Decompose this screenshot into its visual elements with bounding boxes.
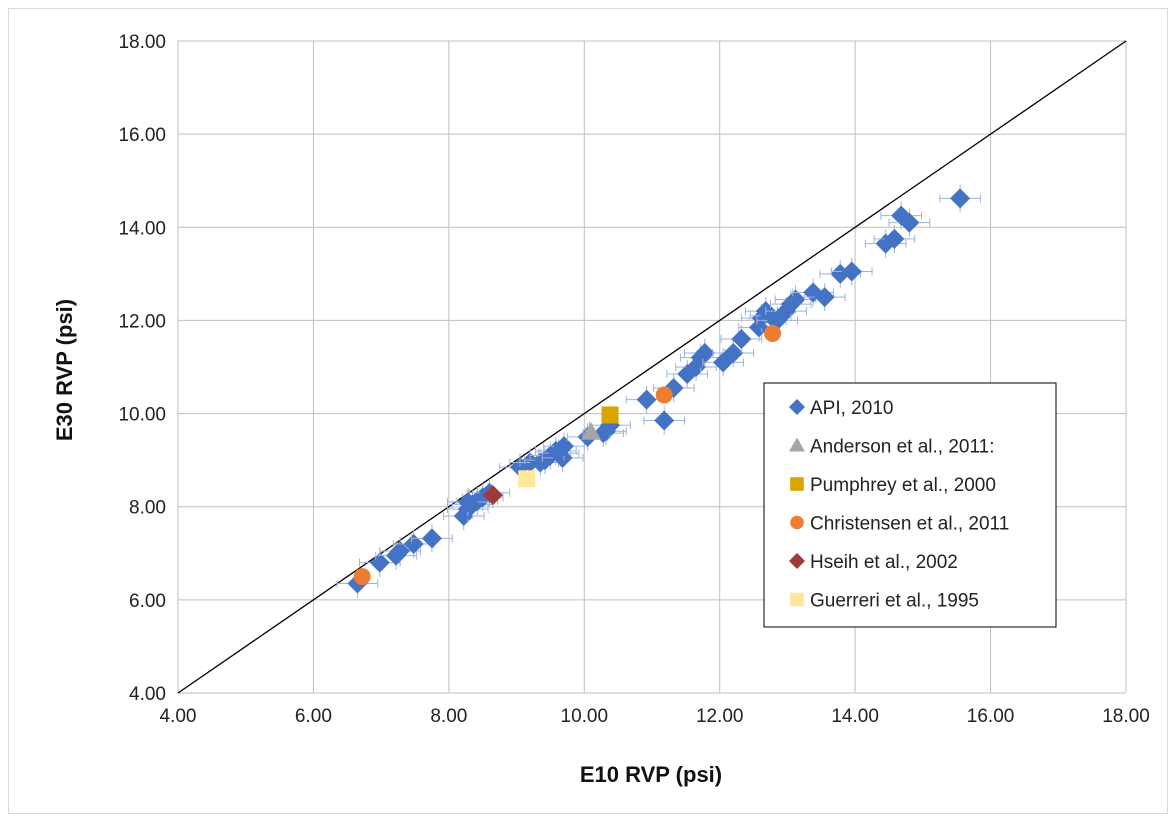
y-axis-title: E30 RVP (psi) [52, 299, 77, 441]
data-point [814, 287, 835, 308]
data-point [841, 261, 862, 282]
data-point [457, 492, 478, 513]
x-tick-label: 10.00 [561, 706, 609, 727]
x-tick-label: 6.00 [295, 706, 332, 727]
data-point [518, 470, 536, 488]
y-tick-label: 8.00 [129, 498, 166, 519]
data-point [390, 540, 411, 561]
data-point [950, 188, 971, 209]
data-point [899, 212, 920, 233]
x-tick-label: 14.00 [831, 706, 879, 727]
data-point [581, 422, 602, 440]
legend-label: Anderson et al., 2011: [810, 437, 995, 458]
x-axis-title: E10 RVP (psi) [580, 762, 722, 787]
legend-label: Guerreri et al., 1995 [810, 591, 979, 612]
legend-box [763, 382, 1057, 628]
reference-line-layer [177, 40, 1127, 694]
x-tick-label: 18.00 [1102, 706, 1150, 727]
data-point [369, 552, 390, 573]
data-point [552, 447, 573, 468]
data-points-layer [336, 184, 981, 598]
data-point [723, 343, 744, 364]
data-point [636, 389, 657, 410]
legend: API, 2010 Anderson et al., 2011: Pumphrey … [763, 382, 1057, 628]
one-to-one-reference-line [177, 40, 1127, 694]
data-point [785, 289, 806, 310]
y-tick-label: 10.00 [118, 405, 166, 426]
legend-marker [789, 553, 805, 569]
data-point [601, 406, 619, 424]
series-4 [482, 485, 503, 506]
legend-marker [790, 477, 804, 491]
x-tick-label: 12.00 [696, 706, 744, 727]
axis-tick-labels: 4.00 6.00 8.00 10.00 12.00 14.00 16.00 18.00 4.0… [118, 32, 1149, 727]
data-point [694, 343, 715, 364]
data-point [654, 410, 675, 431]
data-point [764, 324, 782, 342]
series-5 [518, 470, 536, 488]
series-3 [353, 324, 782, 586]
y-tick-label: 4.00 [129, 684, 166, 705]
series-0 [336, 184, 981, 598]
data-point [884, 228, 905, 249]
data-point [403, 533, 424, 554]
data-point [553, 436, 574, 457]
legend-label: API, 2010 [810, 398, 893, 419]
data-point [482, 485, 503, 506]
x-tick-label: 16.00 [967, 706, 1015, 727]
legend-marker [789, 437, 805, 452]
series-2 [601, 406, 619, 424]
x-tick-label: 8.00 [430, 706, 467, 727]
data-point [655, 386, 673, 404]
x-tick-label: 4.00 [160, 706, 197, 727]
y-tick-label: 14.00 [118, 218, 166, 239]
y-tick-label: 18.00 [118, 32, 166, 53]
series-1 [581, 422, 602, 440]
data-point [353, 568, 371, 586]
y-tick-label: 12.00 [118, 311, 166, 332]
y-tick-label: 16.00 [118, 125, 166, 146]
legend-label: Christensen et al., 2011 [810, 514, 1009, 535]
data-point [421, 528, 442, 549]
y-tick-label: 6.00 [129, 591, 166, 612]
legend-label: Pumphrey et al., 2000 [810, 475, 996, 496]
legend-label: Hseih et al., 2002 [810, 552, 958, 573]
legend-marker [789, 399, 805, 415]
data-point [731, 329, 752, 350]
legend-marker [790, 515, 804, 530]
legend-marker [790, 592, 804, 607]
